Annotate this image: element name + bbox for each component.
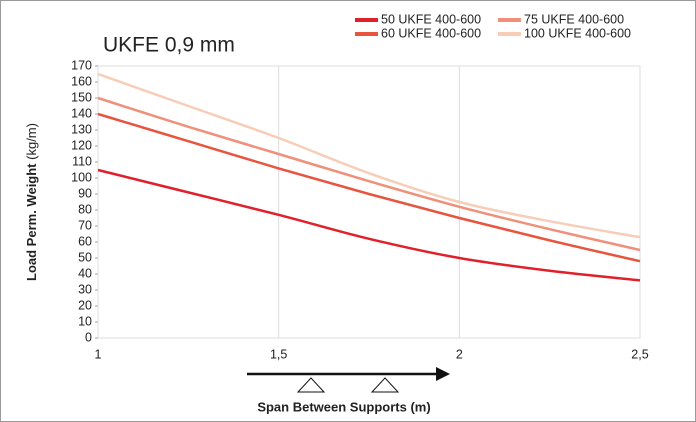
legend-label: 100 UKFE 400-600 xyxy=(524,26,631,40)
y-tick-label: 20 xyxy=(78,298,92,312)
legend-label: 50 UKFE 400-600 xyxy=(381,12,481,26)
x-axis-label: Span Between Supports (m) xyxy=(257,399,430,414)
support-icon xyxy=(296,377,326,393)
y-tick-label: 160 xyxy=(71,74,92,88)
arrow-head xyxy=(436,367,450,381)
x-tick-label: 2 xyxy=(456,347,463,361)
chart-title: UKFE 0,9 mm xyxy=(103,34,235,57)
y-label-main: Load Perm. Weight xyxy=(24,163,39,281)
series-line xyxy=(97,72,641,239)
y-tick-label: 90 xyxy=(78,186,92,200)
y-tick-label: 140 xyxy=(71,106,92,120)
x-tick-label: 1,5 xyxy=(270,347,287,361)
y-tick-label: 110 xyxy=(72,154,92,168)
series-line xyxy=(97,112,641,263)
support-icon xyxy=(370,377,400,393)
y-tick-label: 30 xyxy=(78,282,92,296)
series-line xyxy=(97,96,641,252)
legend-label: 75 UKFE 400-600 xyxy=(524,12,624,26)
y-tick-label: 60 xyxy=(78,234,92,248)
y-tick-label: 120 xyxy=(71,138,92,152)
y-tick-label: 170 xyxy=(71,58,92,72)
series-line xyxy=(97,168,641,282)
x-tick-label: 1 xyxy=(95,347,102,361)
y-label-unit: (kg/m) xyxy=(24,123,39,160)
legend-label: 60 UKFE 400-600 xyxy=(381,26,481,40)
y-tick-label: 150 xyxy=(71,90,92,104)
y-tick-label: 10 xyxy=(78,314,92,328)
y-tick-label: 70 xyxy=(78,218,92,232)
y-tick-label: 130 xyxy=(71,122,92,136)
y-axis-label: Load Perm. Weight (kg/m) xyxy=(24,123,39,281)
y-tick-label: 80 xyxy=(78,202,92,216)
x-tick-label: 2,5 xyxy=(631,347,648,361)
y-tick-label: 0 xyxy=(85,330,92,344)
y-tick-label: 40 xyxy=(78,266,92,280)
y-tick-label: 50 xyxy=(78,250,92,264)
y-tick-label: 100 xyxy=(71,170,92,184)
